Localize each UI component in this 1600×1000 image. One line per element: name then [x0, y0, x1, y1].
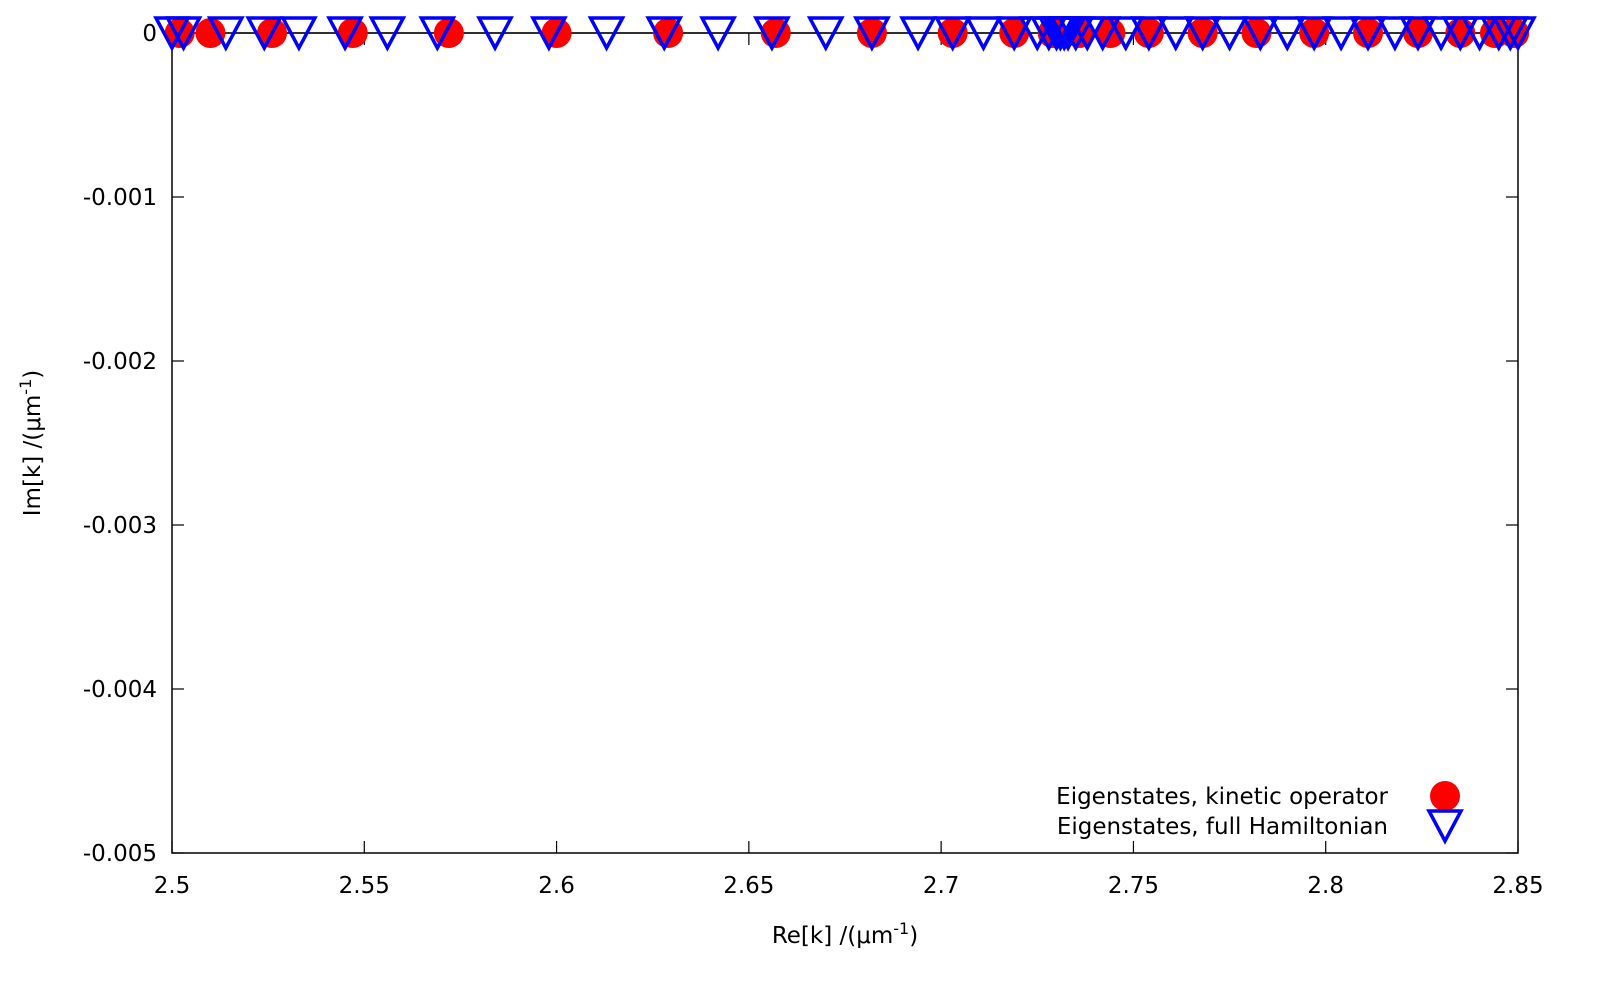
hamiltonian-point	[899, 16, 937, 52]
hamiltonian-point	[853, 16, 891, 52]
hamiltonian-point	[368, 16, 407, 52]
y-tick-label: -0.003	[83, 513, 157, 539]
x-axis-label: Re[k] /(μm-1)	[772, 919, 918, 950]
legend-marker-shape	[1430, 781, 1460, 811]
hamiltonian-point	[1156, 16, 1195, 52]
hamiltonian-point	[645, 16, 684, 52]
hamiltonian-point	[995, 16, 1034, 52]
hamiltonian-point	[418, 16, 457, 52]
x-tick-label: 2.55	[339, 873, 390, 899]
hamiltonian-point	[1376, 16, 1414, 52]
y-tick-label: -0.004	[83, 677, 157, 703]
hamiltonian-point	[279, 16, 318, 52]
hamiltonian-point	[806, 16, 845, 52]
hamiltonian-point	[164, 16, 203, 52]
y-tick-label: -0.005	[83, 841, 157, 867]
y-axis-ticks: 0 -0.001 -0.002 -0.003 -0.004 -0.005	[83, 21, 1518, 867]
x-tick-label: 2.7	[923, 873, 960, 899]
hamiltonian-point	[1083, 16, 1122, 52]
hamiltonian-point	[1106, 16, 1145, 52]
x-tick-label: 2.65	[723, 873, 774, 899]
hamiltonian-point	[1349, 16, 1387, 52]
kinetic-point	[856, 18, 887, 48]
hamiltonian-point	[964, 16, 1003, 52]
kinetic-point	[1353, 18, 1384, 48]
x-tick-label: 2.8	[1307, 873, 1344, 899]
y-axis-label: Im[k] /(μm-1)	[16, 370, 47, 516]
hamiltonian-point	[1322, 16, 1361, 52]
legend-label-hamiltonian: Eigenstates, full Hamiltonian	[1057, 814, 1388, 840]
hamiltonian-point	[206, 16, 245, 52]
y-tick-label: 0	[142, 21, 157, 47]
x-tick-label: 2.85	[1492, 873, 1543, 899]
hamiltonian-point	[245, 16, 284, 52]
x-tick-label: 2.6	[538, 873, 575, 899]
hamiltonian-point	[933, 16, 972, 52]
hamiltonian-point	[1399, 16, 1437, 52]
x-axis-ticks: 2.5 2.55 2.6 2.65 2.7 2.75 2.8 2.85	[154, 33, 1544, 899]
hamiltonian-point	[753, 16, 791, 52]
x-tick-label: 2.75	[1108, 873, 1159, 899]
y-tick-label: -0.002	[83, 349, 157, 375]
legend-marker-kinetic	[1430, 781, 1460, 811]
kinetic-point	[937, 18, 968, 48]
kinetic-point	[195, 18, 226, 48]
hamiltonian-point	[1241, 16, 1280, 52]
legend-marker-hamiltonian	[1426, 809, 1464, 845]
legend-marker-shape	[1426, 809, 1464, 845]
hamiltonian-point	[587, 16, 626, 52]
x-tick-label: 2.5	[154, 873, 191, 899]
hamiltonian-point	[699, 16, 738, 52]
kinetic-point	[1187, 18, 1218, 48]
hamiltonian-point	[1268, 16, 1307, 52]
y-tick-label: -0.001	[83, 185, 157, 211]
hamiltonian-point	[1183, 16, 1222, 52]
kinetic-point	[999, 18, 1030, 48]
hamiltonian-point	[326, 16, 364, 52]
kinetic-point	[1403, 18, 1434, 48]
legend: Eigenstates, kinetic operator Eigenstate…	[1056, 781, 1464, 845]
hamiltonian-point	[476, 16, 514, 52]
plot-border	[171, 32, 1519, 854]
hamiltonian-point	[1129, 16, 1168, 52]
kinetic-point	[1299, 18, 1330, 48]
hamiltonian-point	[1460, 16, 1499, 52]
hamiltonian-point	[1499, 16, 1537, 52]
hamiltonian-point	[1210, 16, 1249, 52]
kinetic-point	[1133, 18, 1164, 48]
data-markers	[153, 16, 1537, 52]
hamiltonian-point	[1295, 16, 1334, 52]
hamiltonian-point	[529, 16, 568, 52]
hamiltonian-point	[1422, 16, 1461, 52]
hamiltonian-point	[1441, 16, 1480, 52]
plot-frame	[171, 32, 1519, 854]
legend-label-kinetic: Eigenstates, kinetic operator	[1056, 784, 1388, 810]
